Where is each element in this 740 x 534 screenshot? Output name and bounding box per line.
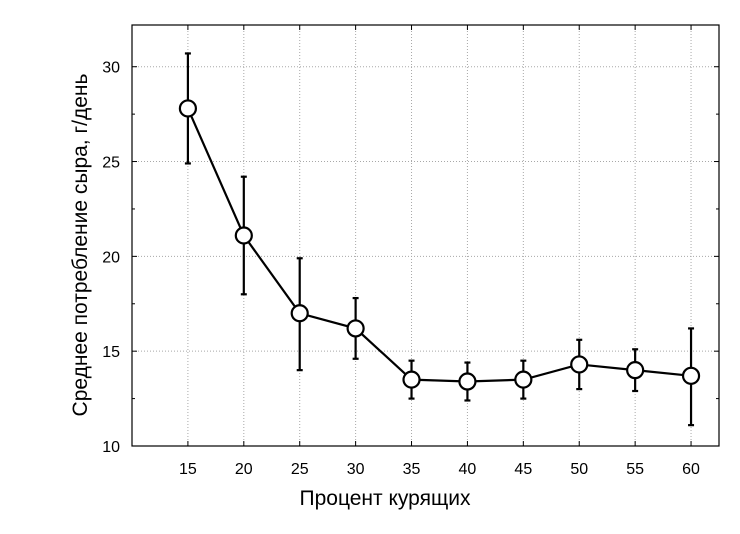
x-tick-label: 45 (514, 461, 532, 478)
data-point (681, 366, 701, 385)
x-tick-label: 40 (459, 461, 477, 478)
x-tick-label: 25 (291, 461, 309, 478)
data-point (346, 319, 365, 338)
data-point (234, 226, 253, 245)
x-tick-label: 20 (235, 461, 253, 478)
y-tick-label: 30 (102, 60, 120, 77)
y-tick-label: 25 (102, 155, 120, 172)
x-tick-label: 30 (347, 461, 365, 478)
data-point (570, 355, 589, 374)
data-point (402, 370, 421, 389)
data-point (626, 361, 645, 380)
y-tick-labels: 10 15 20 25 30 (102, 60, 120, 456)
x-tick-label: 50 (570, 461, 588, 478)
data-point (178, 99, 198, 118)
x-tick-label: 15 (179, 461, 197, 478)
y-tick-label: 20 (102, 249, 120, 266)
grid (132, 25, 719, 446)
x-axis-title: Процент курящих (300, 487, 471, 510)
y-axis-title: Среднее потребление сыра, г/день (69, 74, 92, 417)
plot-frame (131, 24, 720, 447)
y-tick-label: 10 (102, 439, 120, 456)
data-point (290, 304, 309, 323)
x-tick-label: 55 (626, 461, 644, 478)
x-tick-labels: 15 20 25 30 35 40 45 50 55 60 (179, 461, 700, 478)
y-tick-label: 15 (102, 344, 120, 361)
series-line (186, 107, 692, 383)
x-tick-label: 60 (682, 461, 700, 478)
data-point (514, 370, 533, 389)
data-points (178, 99, 701, 391)
data-point (458, 372, 477, 391)
axis-ticks (132, 25, 719, 447)
x-tick-label: 35 (403, 461, 421, 478)
